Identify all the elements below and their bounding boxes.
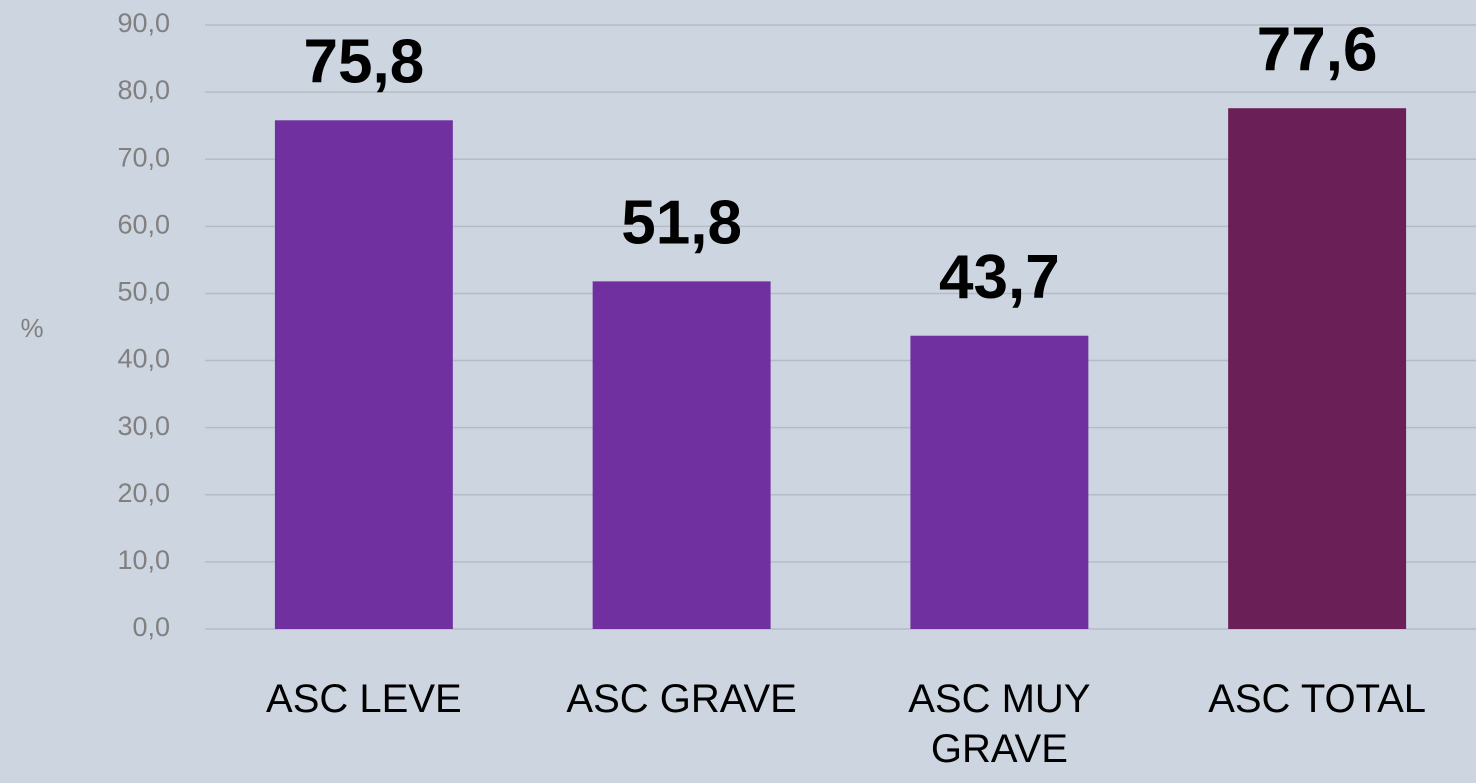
y-tick-label: 50,0 bbox=[117, 277, 170, 307]
value-label: 77,6 bbox=[1257, 16, 1378, 85]
y-tick-label: 60,0 bbox=[117, 209, 170, 239]
bar bbox=[274, 120, 453, 629]
y-tick-label: 40,0 bbox=[117, 344, 170, 374]
x-tick-label: ASC TOTAL bbox=[1208, 677, 1427, 721]
x-tick-label: ASC LEVE bbox=[266, 677, 462, 721]
y-tick-label: 90,0 bbox=[117, 8, 170, 38]
y-tick-label: 20,0 bbox=[117, 478, 170, 508]
value-label: 75,8 bbox=[304, 28, 425, 97]
bar bbox=[1228, 108, 1407, 630]
value-label: 43,7 bbox=[939, 243, 1060, 312]
x-tick-label: ASC MUY GRAVE bbox=[908, 677, 1091, 771]
y-tick-label: 80,0 bbox=[117, 75, 170, 105]
y-tick-label: 70,0 bbox=[117, 142, 170, 172]
value-label: 51,8 bbox=[621, 189, 742, 258]
x-tick-label: ASC GRAVE bbox=[566, 677, 797, 721]
y-tick-label: 10,0 bbox=[117, 545, 170, 575]
bar bbox=[910, 335, 1089, 629]
y-axis-label: % bbox=[20, 313, 43, 343]
y-tick-label: 30,0 bbox=[117, 411, 170, 441]
bar bbox=[592, 281, 771, 629]
y-tick-label: 0,0 bbox=[132, 612, 170, 642]
